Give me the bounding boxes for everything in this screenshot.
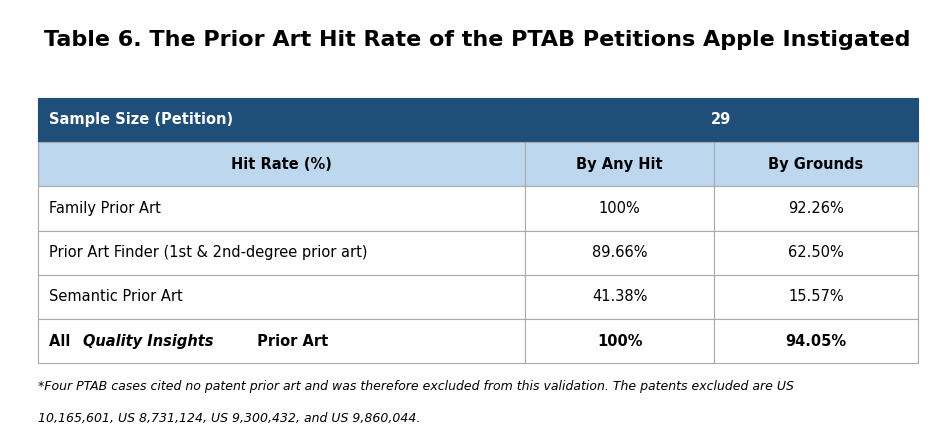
Text: 89.66%: 89.66% (592, 245, 647, 260)
Text: 94.05%: 94.05% (785, 334, 847, 349)
Text: Prior Art: Prior Art (252, 334, 328, 349)
Bar (525, 230, 714, 275)
Bar (525, 319, 714, 363)
Bar (714, 275, 918, 319)
Text: 62.50%: 62.50% (788, 245, 844, 260)
Text: Family Prior Art: Family Prior Art (49, 201, 161, 216)
Text: 100%: 100% (599, 201, 640, 216)
Text: By Grounds: By Grounds (768, 157, 864, 172)
Text: Sample Size (Petition): Sample Size (Petition) (49, 112, 234, 128)
Text: Prior Art Finder (1st & 2nd-degree prior art): Prior Art Finder (1st & 2nd-degree prior… (49, 245, 368, 260)
Text: Hit Rate (%): Hit Rate (%) (231, 157, 332, 172)
Bar (714, 319, 918, 363)
Bar (714, 142, 918, 186)
Text: *Four PTAB cases cited no patent prior art and was therefore excluded from this : *Four PTAB cases cited no patent prior a… (38, 380, 794, 394)
Bar (38, 142, 525, 186)
Bar (525, 142, 714, 186)
Text: By Any Hit: By Any Hit (576, 157, 663, 172)
Bar (714, 230, 918, 275)
Bar (38, 186, 525, 230)
Bar (38, 319, 525, 363)
Text: 41.38%: 41.38% (592, 289, 647, 304)
Text: 10,165,601, US 8,731,124, US 9,300,432, and US 9,860,044.: 10,165,601, US 8,731,124, US 9,300,432, … (38, 412, 420, 425)
Bar (525, 98, 918, 142)
Bar (38, 98, 525, 142)
Text: 100%: 100% (597, 334, 642, 349)
Text: All: All (49, 334, 76, 349)
Text: 92.26%: 92.26% (788, 201, 844, 216)
Bar (714, 186, 918, 230)
Text: Quality Insights: Quality Insights (83, 334, 214, 349)
Text: 29: 29 (711, 112, 731, 128)
Bar (525, 186, 714, 230)
Bar (38, 275, 525, 319)
Bar (525, 275, 714, 319)
Text: Table 6. The Prior Art Hit Rate of the PTAB Petitions Apple Instigated: Table 6. The Prior Art Hit Rate of the P… (44, 30, 911, 51)
Text: 15.57%: 15.57% (788, 289, 844, 304)
Text: Semantic Prior Art: Semantic Prior Art (49, 289, 183, 304)
Bar (38, 230, 525, 275)
